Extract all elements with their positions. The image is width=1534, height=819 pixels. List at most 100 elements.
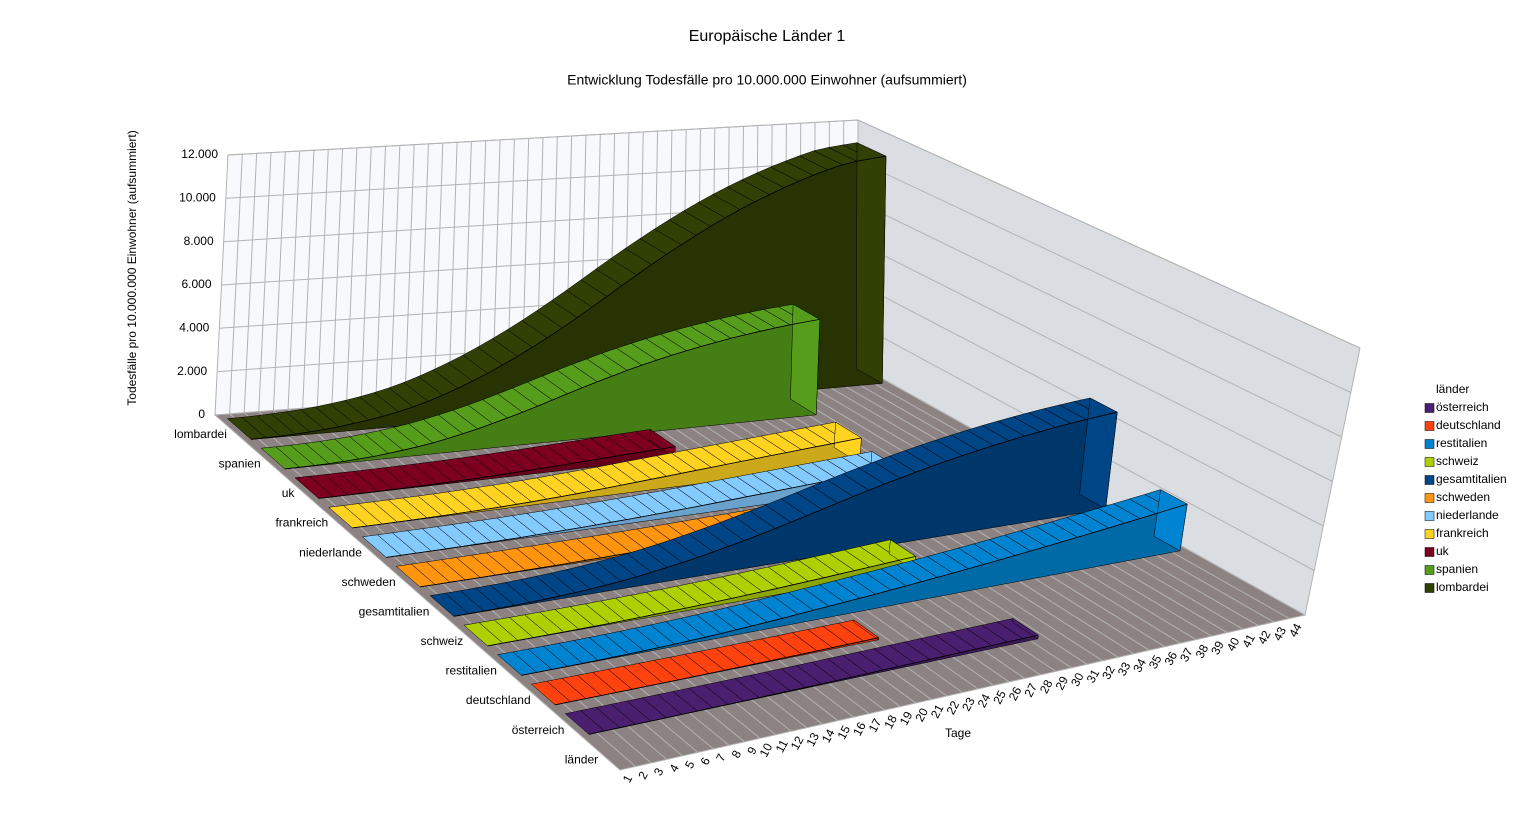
ribbon-edge (555, 637, 879, 706)
labels: 1 2 3 4 5 6 7 8 91011121314151617181920212223242… (174, 147, 1305, 785)
floor-line (287, 408, 699, 753)
x-tick-label: 7 (713, 751, 729, 764)
legend-swatch (1424, 439, 1435, 449)
legend-label: deutschland (1436, 418, 1501, 432)
ribbon-edge (318, 446, 676, 499)
floor-line (273, 410, 683, 757)
z-tick-label: restitalien (446, 664, 497, 678)
legend-label: frankreich (1436, 526, 1489, 540)
legend-swatch (1424, 403, 1435, 413)
x-tick-label: 12 (788, 734, 807, 753)
x-tick-label: 30 (1068, 670, 1087, 689)
x-tick-label: 42 (1255, 628, 1274, 647)
legend-swatch (1424, 421, 1435, 431)
x-tick-label: 2 (635, 769, 651, 782)
ribbon-edge (521, 503, 1188, 676)
x-tick-label: 36 (1161, 649, 1180, 668)
z-tick-label: lombardei (174, 427, 227, 441)
ribbon-end (790, 303, 821, 416)
y-tick-label: 10.000 (179, 191, 216, 205)
x-tick-label: 18 (881, 712, 900, 731)
x-tick-label: 37 (1177, 645, 1196, 664)
x-tick-label: 28 (1037, 677, 1056, 696)
x-tick-label: 20 (912, 705, 931, 724)
chart-subtitle: Entwicklung Todesfälle pro 10.000.000 Ei… (567, 72, 967, 88)
x-tick-label: 4 (666, 762, 682, 775)
x-tick-label: 23 (959, 695, 978, 714)
legend-label: restitalien (1436, 436, 1487, 450)
legend-swatch (1424, 583, 1435, 593)
x-tick-label: 5 (682, 758, 698, 771)
legend-label: lombardei (1436, 580, 1489, 594)
legend-label: gesamtitalien (1436, 472, 1507, 486)
x-tick-label: 29 (1053, 674, 1072, 693)
legend-label: uk (1436, 544, 1450, 558)
ribbon-edge (386, 466, 898, 558)
x-tick-label: 41 (1239, 631, 1258, 650)
x-tick-label: 24 (975, 691, 994, 710)
y-tick-label: 6.000 (181, 277, 211, 291)
x-tick-label: 32 (1099, 663, 1118, 682)
y-axis-label: Todesfälle pro 10.000.000 Einwohner (auf… (125, 130, 139, 405)
x-tick-label: 38 (1193, 642, 1212, 661)
x-tick-label: 27 (1021, 681, 1040, 700)
floor-line (346, 404, 761, 739)
x-tick-label: 31 (1084, 667, 1103, 686)
floor-line (331, 405, 745, 743)
x-tick-label: 22 (944, 698, 963, 717)
x-tick-label: 10 (757, 741, 776, 760)
x-tick-label: 34 (1130, 656, 1149, 675)
x-tick-label: 40 (1224, 635, 1243, 654)
y-tick-label: 2.000 (177, 364, 207, 378)
legend-swatch (1424, 565, 1435, 575)
ribbon-edge (487, 556, 916, 647)
x-tick-label: 43 (1270, 624, 1289, 643)
x-tick-label: 35 (1146, 653, 1165, 672)
legend-swatch (1424, 529, 1435, 539)
legend-label: schweden (1436, 490, 1490, 504)
x-tick-label: 1 (620, 772, 636, 785)
y-tick-label: 8.000 (184, 234, 214, 248)
z-tick-label: uk (282, 486, 296, 500)
ribbon-end (1153, 489, 1188, 552)
ribbon-edge (352, 437, 862, 529)
legend-title: länder (1436, 382, 1469, 396)
x-tick-label: 44 (1286, 621, 1305, 640)
x-tick-label: 39 (1208, 638, 1227, 657)
z-tick-label: schweden (342, 575, 396, 589)
z-tick-label: österreich (512, 723, 565, 737)
y-tick-label: 0 (198, 407, 205, 421)
legend-swatch (1424, 457, 1435, 467)
x-tick-label: 16 (850, 719, 869, 738)
z-axis-label: länder (565, 752, 598, 766)
ribbon-end (853, 619, 879, 641)
floor-line (229, 413, 636, 767)
y-tick-label: 4.000 (179, 321, 209, 335)
ribbon-edge (588, 634, 1039, 735)
y-tick-label: 12.000 (181, 147, 218, 161)
z-tick-label: spanien (219, 457, 261, 471)
x-tick-label: 26 (1006, 684, 1025, 703)
grid-line (227, 119, 1361, 349)
x-axis-label: Tage (945, 726, 971, 740)
ribbons (226, 142, 1188, 735)
x-tick-label: 8 (729, 748, 745, 761)
ribbon-end (833, 421, 862, 464)
legend-label: schweiz (1436, 454, 1479, 468)
legend-swatch (1424, 511, 1435, 521)
x-tick-label: 6 (698, 755, 714, 768)
legend-swatch (1424, 475, 1435, 485)
z-tick-label: deutschland (466, 693, 531, 707)
z-tick-label: niederlande (299, 545, 362, 559)
ribbon-end (1079, 397, 1118, 510)
x-tick-label: 14 (819, 726, 838, 745)
z-tick-label: frankreich (275, 516, 328, 530)
x-tick-label: 15 (835, 723, 854, 742)
legend-label: spanien (1436, 562, 1478, 576)
x-tick-label: 19 (897, 709, 916, 728)
z-tick-label: gesamtitalien (359, 604, 430, 618)
chart-title: Europäische Länder 1 (689, 28, 846, 45)
ribbon-end (649, 428, 676, 459)
legend: länder österreich deutschland restitalien sc… (1424, 382, 1507, 594)
